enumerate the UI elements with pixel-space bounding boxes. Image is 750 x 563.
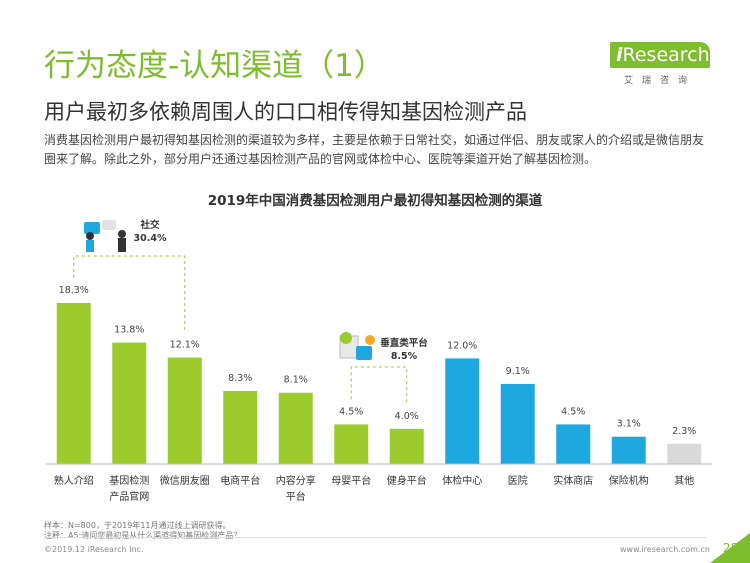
chart-title: 2019年中国消费基因检测用户最初得知基因检测的渠道 [207, 193, 543, 209]
bar-value-label: 4.5% [561, 406, 585, 417]
bar [56, 303, 91, 464]
bar-value-label: 18.3% [59, 285, 89, 296]
bar [445, 358, 480, 464]
gear-icon [365, 335, 375, 345]
group-name-label: 垂直类平台 [380, 337, 428, 349]
bar-value-label: 8.3% [228, 373, 252, 384]
bar-value-label: 4.5% [339, 406, 363, 417]
description-text: 消费基因检测用户最初得知基因检测的渠道较为多样，主要是依赖于日常社交，如通过伴侣… [44, 133, 705, 166]
group-bracket [350, 366, 408, 404]
category-label: 产品官网 [109, 490, 149, 503]
category-label: 内容分享 [276, 474, 316, 487]
category-label: 保险机构 [609, 474, 649, 487]
bar-value-label: 13.8% [114, 325, 144, 336]
group-name-label: 社交 [139, 219, 160, 231]
bar-value-label: 8.1% [284, 375, 308, 386]
website-text: www.iresearch.com.cn [620, 545, 710, 554]
footnote-sample: 样本：N=800，于2019年11月通过线上调研获得。 [44, 521, 231, 530]
footer-divider [44, 537, 706, 538]
iresearch-logo: iResearch 艾瑞咨询 [610, 42, 722, 92]
check-icon [340, 332, 352, 344]
bar [223, 390, 258, 464]
category-label: 熟人介绍 [54, 474, 94, 487]
bar [112, 342, 147, 464]
footnote-note: 注释：A5:请问您最初是从什么渠道得知基因检测产品？ [44, 531, 242, 540]
bar-value-label: 4.0% [395, 411, 419, 422]
person-icon [86, 232, 94, 240]
bar-value-label: 9.1% [506, 366, 530, 377]
category-label: 其他 [674, 474, 694, 487]
category-label: 医院 [508, 474, 528, 487]
category-label: 实体商店 [553, 474, 593, 487]
person-icon [86, 240, 94, 252]
bar-value-label: 2.3% [672, 426, 696, 437]
bar-value-label: 12.0% [447, 340, 477, 351]
social-icon [84, 222, 100, 234]
bar [556, 424, 591, 464]
chart-panel-icon [356, 346, 372, 360]
bar [500, 383, 535, 464]
bar [167, 357, 202, 464]
bar [334, 424, 369, 464]
bar [389, 428, 424, 464]
logo-box: iResearch [610, 42, 710, 68]
page-title: 行为态度-认知渠道（1） [44, 48, 385, 84]
chat-bubble-icon [102, 220, 116, 230]
category-label: 体检中心 [442, 474, 482, 487]
copyright-text: ©2019.12 iResearch Inc. [44, 545, 144, 554]
bar-value-label: 3.1% [617, 419, 641, 430]
category-label: 微信朋友圈 [160, 474, 210, 487]
category-label: 基因检测 [109, 474, 149, 487]
bar [278, 392, 313, 464]
group-value-label: 30.4% [134, 233, 167, 244]
category-label: 健身平台 [387, 474, 427, 487]
bar [667, 443, 702, 464]
person-icon [118, 230, 126, 238]
category-label: 平台 [286, 490, 306, 503]
bar [611, 436, 646, 464]
category-label: 母婴平台 [331, 474, 371, 487]
bar-value-label: 12.1% [170, 340, 200, 351]
corner-decoration [710, 533, 750, 563]
person-icon [118, 238, 126, 252]
category-label: 电商平台 [220, 474, 260, 487]
group-value-label: 8.5% [391, 351, 418, 362]
page-subtitle: 用户最初多依赖周围人的口口相传得知基因检测产品 [44, 100, 527, 124]
logo-subtitle: 艾瑞咨询 [624, 76, 697, 86]
